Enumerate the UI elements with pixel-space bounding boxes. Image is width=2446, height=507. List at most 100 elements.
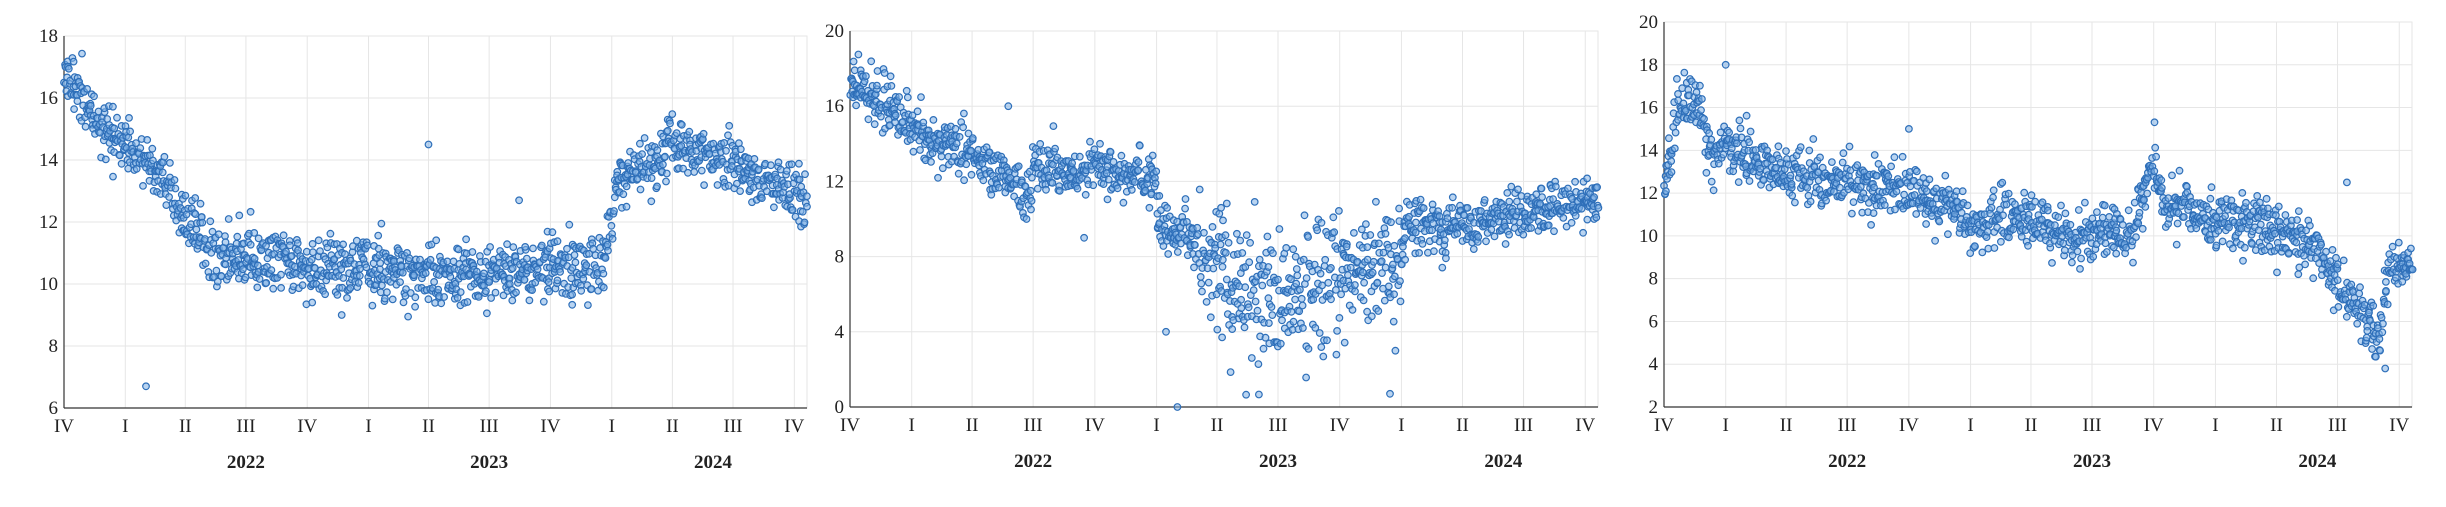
x-year-label: 2023: [2073, 451, 2111, 472]
x-quarter-label: I: [609, 416, 615, 437]
scatter-point: [1963, 201, 1972, 210]
scatter-point: [1297, 294, 1306, 303]
scatter-point: [1242, 231, 1251, 240]
scatter-point: [2038, 198, 2047, 207]
scatter-point: [1505, 197, 1514, 206]
scatter-point: [1099, 180, 1108, 189]
scatter-point-outlier: [1162, 327, 1170, 336]
scatter-point: [474, 293, 483, 301]
scatter-point: [2214, 226, 2223, 235]
scatter-point: [2132, 233, 2140, 242]
scatter-point: [1033, 184, 1042, 193]
scatter-point: [1460, 211, 1468, 220]
x-quarter-label: III: [2083, 415, 2102, 436]
scatter-point: [1254, 360, 1263, 369]
scatter-point: [1671, 128, 1680, 137]
scatter-point: [1357, 225, 1366, 234]
scatter-point: [873, 81, 881, 90]
scatter-point: [1130, 178, 1139, 186]
scatter-point: [951, 124, 960, 133]
scatter-point: [668, 110, 677, 118]
scatter-point: [2355, 289, 2364, 298]
scatter-point: [1362, 220, 1370, 229]
scatter-point: [491, 288, 500, 297]
x-year-label: 2024: [2298, 451, 2337, 472]
scatter-point: [267, 266, 276, 275]
scatter-point: [1342, 242, 1351, 251]
scatter-point: [430, 278, 439, 286]
scatter-point: [1278, 316, 1286, 325]
scatter-point: [454, 245, 463, 254]
scatter-point: [1317, 343, 1326, 352]
x-quarter-label: I: [1153, 415, 1159, 436]
scatter-point: [1134, 158, 1143, 167]
scatter-point: [1990, 244, 1999, 252]
scatter-point: [2093, 208, 2101, 217]
scatter-point: [1428, 226, 1436, 235]
scatter-point: [160, 152, 169, 161]
scatter-point: [663, 126, 672, 135]
scatter-point: [1247, 354, 1256, 362]
scatter-point: [1135, 141, 1144, 150]
scatter-point: [2051, 221, 2059, 230]
scatter-point: [1197, 279, 1206, 288]
scatter-point: [2281, 211, 2290, 219]
scatter-point: [1845, 142, 1854, 151]
scatter-point: [1323, 336, 1331, 345]
scatter-point: [788, 205, 797, 214]
scatter-point: [1216, 240, 1225, 249]
scatter-point: [1275, 225, 1284, 233]
scatter-point: [1544, 221, 1553, 230]
scatter-point: [316, 247, 324, 256]
scatter-point: [132, 139, 140, 148]
scatter-point: [2048, 259, 2056, 267]
scatter-point: [1190, 263, 1198, 272]
scatter-point: [520, 275, 529, 284]
scatter-point: [908, 111, 917, 120]
scatter-point: [1396, 277, 1404, 286]
scatter-point: [636, 185, 645, 194]
scatter-point: [954, 169, 963, 178]
scatter-point: [1332, 350, 1341, 359]
y-tick-label: 18: [1639, 55, 1658, 76]
scatter-point: [2077, 254, 2086, 263]
scatter-point: [599, 269, 608, 278]
x-quarter-label: I: [1967, 415, 1973, 436]
scatter-point: [2273, 268, 2281, 277]
scatter-point: [1164, 250, 1173, 258]
scatter-point: [1390, 272, 1399, 281]
scatter-point: [253, 283, 262, 292]
scatter-point: [2339, 256, 2348, 265]
scatter-point: [962, 160, 971, 169]
scatter-point: [2134, 219, 2143, 228]
scatter-point: [143, 135, 152, 144]
scatter-point: [2382, 287, 2390, 295]
scatter-point: [2383, 300, 2392, 309]
scatter-point: [1117, 151, 1126, 160]
scatter-point: [404, 312, 413, 321]
scatter-point: [2353, 319, 2362, 328]
scatter-point: [2102, 248, 2111, 256]
scatter-point: [1318, 281, 1327, 290]
y-tick-label: 16: [1639, 98, 1658, 119]
scatter-point: [2328, 245, 2337, 254]
scatter-point: [647, 174, 656, 183]
scatter-point: [690, 168, 699, 176]
scatter-point: [1335, 206, 1343, 215]
scatter-point: [1317, 218, 1326, 227]
scatter-point: [136, 144, 145, 153]
scatter-point: [2240, 243, 2249, 252]
scatter-point: [1321, 255, 1330, 264]
scatter-point: [221, 238, 230, 247]
scatter-point: [2101, 239, 2110, 248]
scatter-point: [1208, 222, 1217, 231]
y-tick-label: 16: [39, 88, 58, 109]
scatter-point: [201, 259, 210, 268]
scatter-point: [1869, 209, 1878, 218]
scatter-point: [1195, 185, 1204, 194]
scatter-point: [1401, 234, 1409, 243]
x-quarter-label: IV: [2144, 415, 2164, 436]
scatter-point: [1430, 247, 1438, 256]
